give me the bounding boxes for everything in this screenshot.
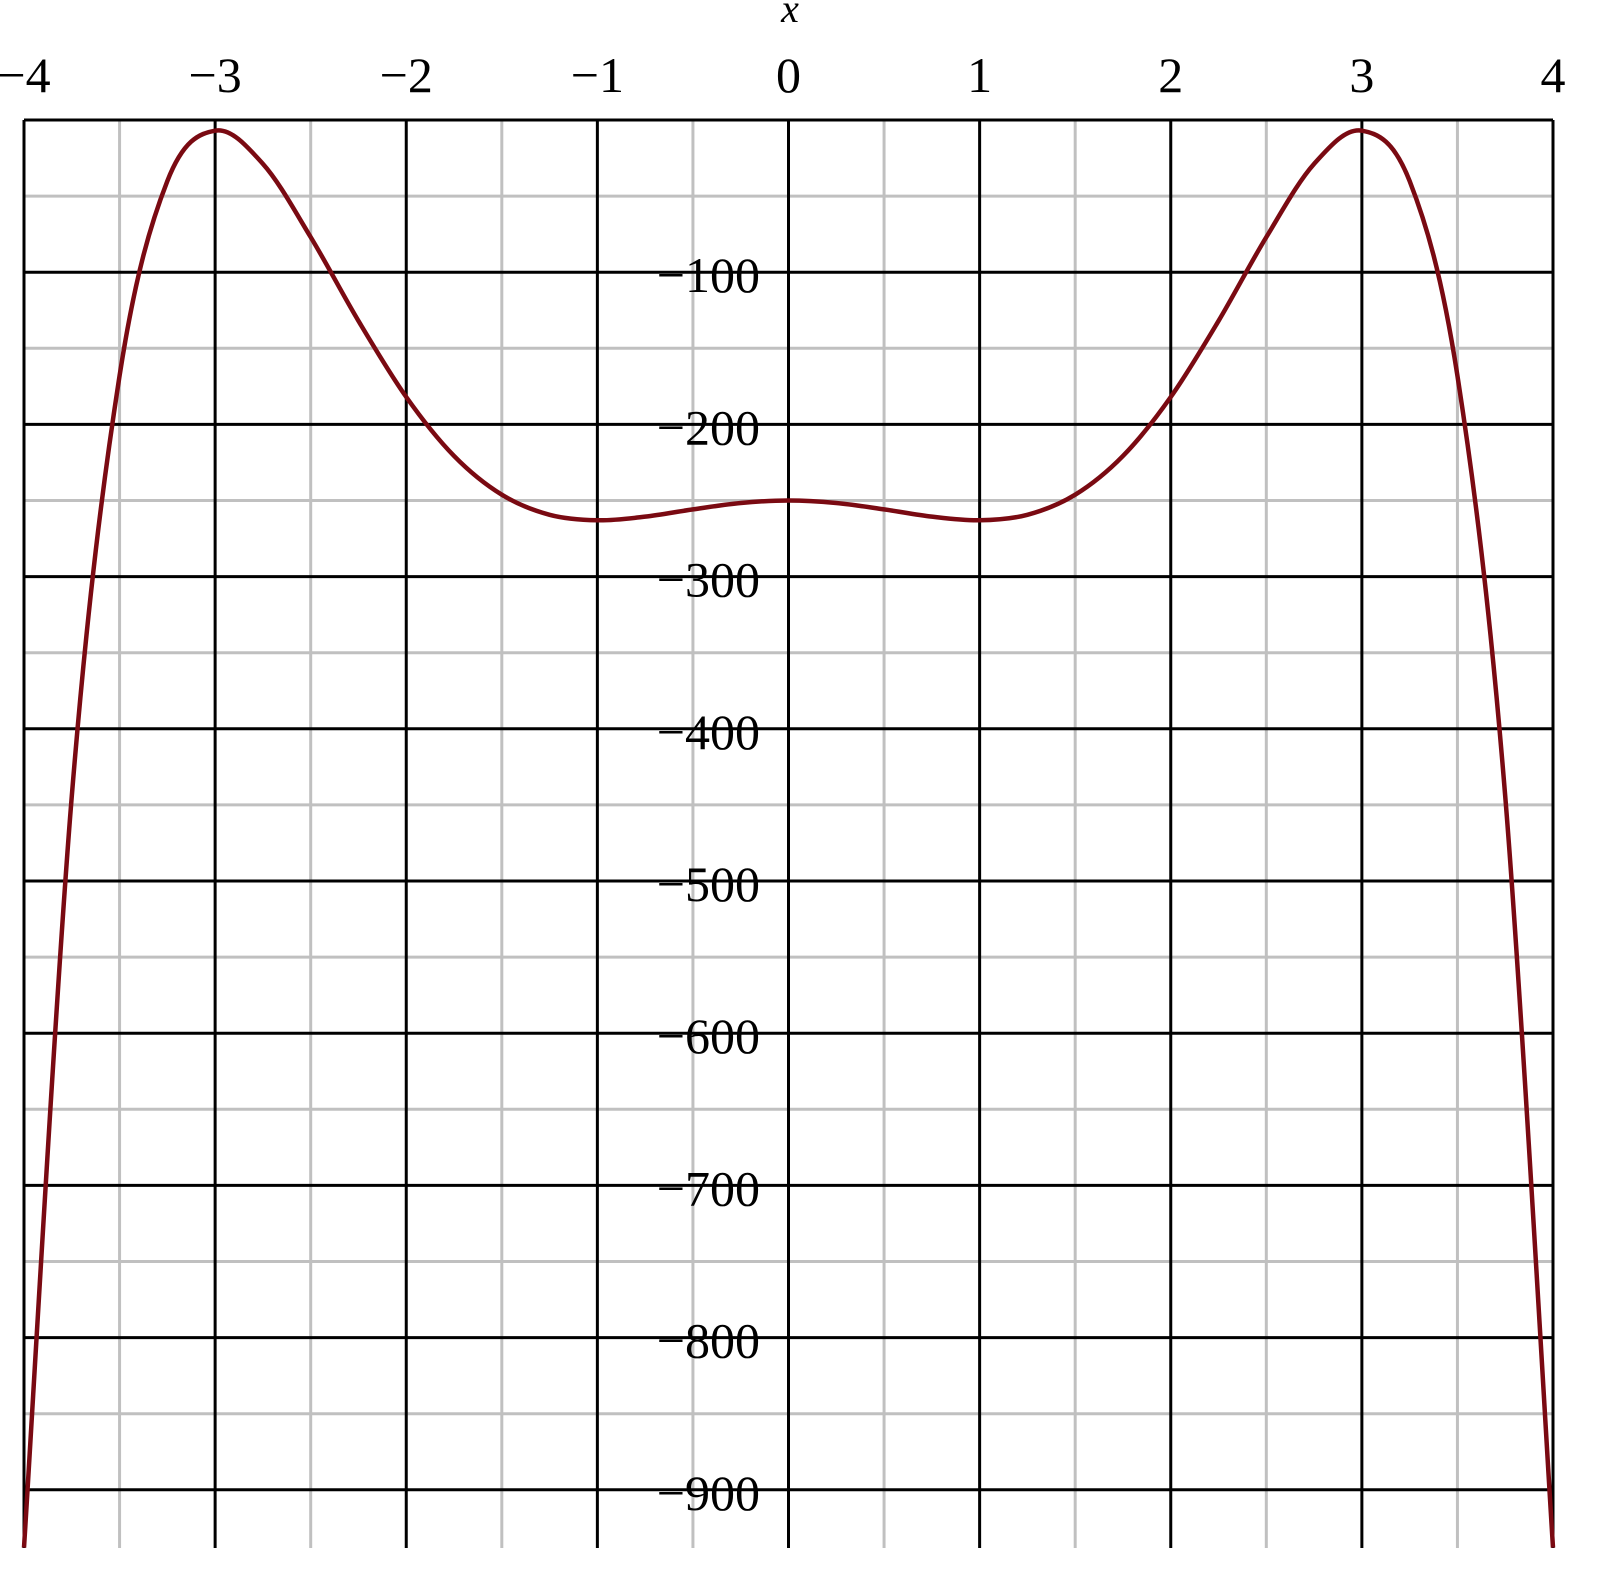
y-tick-label: −700 [657, 1160, 760, 1216]
y-tick-label: −900 [657, 1465, 760, 1521]
y-tick-label: −300 [657, 552, 760, 608]
x-tick-label: −4 [0, 47, 51, 103]
y-tick-label: −100 [657, 247, 760, 303]
x-tick-label: 3 [1349, 47, 1374, 103]
x-tick-label: 1 [967, 47, 992, 103]
y-tick-label: −400 [657, 704, 760, 760]
x-tick-label: −2 [380, 47, 433, 103]
x-axis-label: x [780, 0, 799, 31]
y-tick-label: −800 [657, 1313, 760, 1369]
y-tick-label: −500 [657, 856, 760, 912]
x-tick-label: 2 [1158, 47, 1183, 103]
series-layer [21, 128, 1556, 1548]
tick-labels: −4 −3 −2 −1 0 1 2 3 4 −100 −200 −300 −400 −500 −600 −70… [0, 47, 1566, 1521]
y-tick-label: −600 [657, 1008, 760, 1064]
major-grid [22, 118, 1555, 1548]
y-tick-label: −200 [657, 399, 760, 455]
x-tick-label: 4 [1541, 47, 1566, 103]
x-tick-label: 0 [776, 47, 801, 103]
x-tick-label: −1 [571, 47, 624, 103]
series-line [21, 128, 1556, 1548]
x-tick-label: −3 [189, 47, 242, 103]
